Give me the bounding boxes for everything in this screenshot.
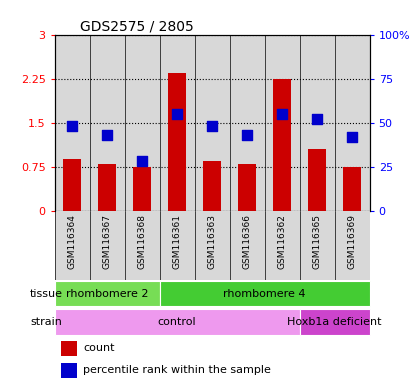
Point xyxy=(314,116,320,122)
Point xyxy=(69,123,76,129)
Bar xyxy=(308,149,326,210)
Bar xyxy=(299,309,370,335)
Bar xyxy=(55,210,89,280)
Text: count: count xyxy=(83,343,114,353)
Bar xyxy=(273,79,291,210)
Bar xyxy=(55,309,299,335)
Bar xyxy=(134,167,151,210)
Bar xyxy=(194,35,230,210)
Bar xyxy=(230,35,265,210)
Text: GSM116366: GSM116366 xyxy=(243,214,252,269)
Point xyxy=(209,123,215,129)
Bar xyxy=(344,167,361,210)
Point xyxy=(279,111,286,117)
Text: percentile rank within the sample: percentile rank within the sample xyxy=(83,365,271,375)
Bar xyxy=(168,73,186,210)
Text: rhombomere 4: rhombomere 4 xyxy=(223,289,306,299)
Text: GSM116369: GSM116369 xyxy=(348,214,357,269)
Text: GSM116361: GSM116361 xyxy=(173,214,181,269)
Text: tissue: tissue xyxy=(30,289,63,299)
Bar xyxy=(230,210,265,280)
Text: Hoxb1a deficient: Hoxb1a deficient xyxy=(287,317,382,327)
Text: control: control xyxy=(158,317,197,327)
Point xyxy=(104,132,110,138)
Text: GSM116367: GSM116367 xyxy=(102,214,112,269)
Text: GSM116362: GSM116362 xyxy=(278,214,286,269)
Bar xyxy=(98,164,116,210)
Point xyxy=(174,111,181,117)
Bar xyxy=(160,281,370,306)
Bar xyxy=(89,35,125,210)
Bar xyxy=(61,341,77,356)
Text: GDS2575 / 2805: GDS2575 / 2805 xyxy=(80,20,194,33)
Bar xyxy=(203,161,221,210)
Bar xyxy=(125,210,160,280)
Bar xyxy=(55,35,89,210)
Bar xyxy=(299,210,335,280)
Text: GSM116365: GSM116365 xyxy=(312,214,322,269)
Bar xyxy=(265,210,299,280)
Bar xyxy=(335,210,370,280)
Bar xyxy=(61,362,77,378)
Text: GSM116363: GSM116363 xyxy=(207,214,217,269)
Bar xyxy=(55,281,160,306)
Bar xyxy=(125,35,160,210)
Point xyxy=(244,132,250,138)
Bar xyxy=(239,164,256,210)
Bar xyxy=(63,159,81,210)
Bar xyxy=(335,35,370,210)
Text: GSM116368: GSM116368 xyxy=(138,214,147,269)
Bar xyxy=(265,35,299,210)
Text: strain: strain xyxy=(30,317,62,327)
Bar xyxy=(160,35,194,210)
Point xyxy=(139,158,145,164)
Bar xyxy=(194,210,230,280)
Text: GSM116364: GSM116364 xyxy=(68,214,76,269)
Bar xyxy=(299,35,335,210)
Bar xyxy=(89,210,125,280)
Text: rhombomere 2: rhombomere 2 xyxy=(66,289,148,299)
Point xyxy=(349,134,355,140)
Bar xyxy=(160,210,194,280)
